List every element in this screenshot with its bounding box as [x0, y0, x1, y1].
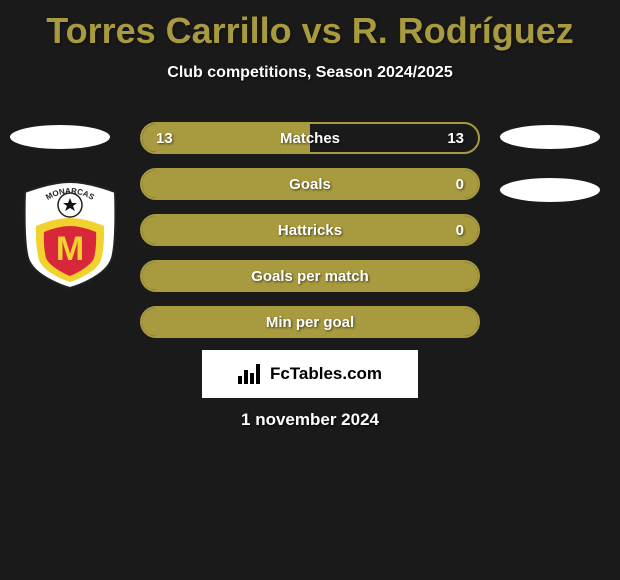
stats-container: 13 Matches 13 Goals 0 Hattricks 0 Goals …: [140, 122, 480, 352]
stat-label: Goals per match: [251, 268, 369, 285]
fctables-text: FcTables.com: [270, 364, 382, 384]
stat-value-right: 13: [447, 130, 464, 147]
page-subtitle: Club competitions, Season 2024/2025: [0, 64, 620, 82]
fctables-logo-box: FcTables.com: [202, 350, 418, 398]
placeholder-ellipse-left: [10, 125, 110, 149]
stat-bar-goals-per-match: Goals per match: [140, 260, 480, 292]
club-logo: M MONARCAS: [20, 180, 120, 290]
placeholder-ellipse-right-2: [500, 178, 600, 202]
stat-label: Matches: [280, 130, 340, 147]
stat-bar-hattricks: Hattricks 0: [140, 214, 480, 246]
svg-text:M: M: [56, 230, 84, 268]
bars-icon: [238, 364, 264, 384]
stat-value-left: 13: [156, 130, 173, 147]
placeholder-ellipse-right-1: [500, 125, 600, 149]
stat-value-right: 0: [456, 176, 464, 193]
date-text: 1 november 2024: [0, 410, 620, 430]
stat-label: Min per goal: [266, 314, 354, 331]
stat-value-right: 0: [456, 222, 464, 239]
stat-label: Hattricks: [278, 222, 342, 239]
page-title: Torres Carrillo vs R. Rodríguez: [0, 0, 620, 52]
stat-bar-min-per-goal: Min per goal: [140, 306, 480, 338]
stat-bar-matches: 13 Matches 13: [140, 122, 480, 154]
stat-label: Goals: [289, 176, 331, 193]
stat-bar-goals: Goals 0: [140, 168, 480, 200]
